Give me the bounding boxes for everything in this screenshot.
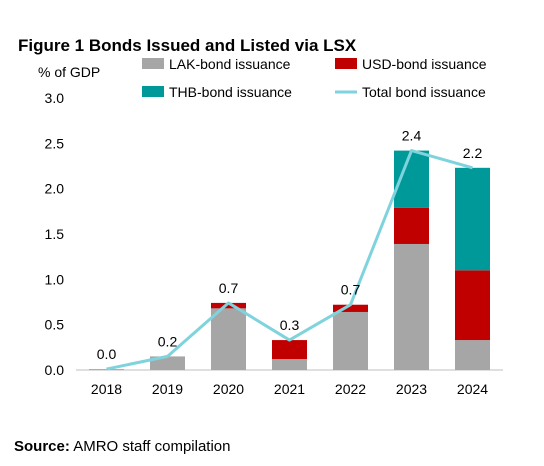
- bar-lak-2023: [394, 243, 429, 370]
- x-tick-label: 2019: [152, 381, 183, 397]
- data-label: 0.2: [158, 333, 178, 349]
- data-label: 2.2: [463, 145, 483, 161]
- x-tick-label: 2024: [457, 381, 488, 397]
- x-tick-label: 2021: [274, 381, 305, 397]
- data-label: 0.0: [97, 346, 117, 362]
- legend-swatch: [142, 86, 164, 97]
- data-label: 0.7: [219, 280, 239, 296]
- x-tick-label: 2022: [335, 381, 366, 397]
- legend-label: Total bond issuance: [362, 84, 486, 100]
- chart-title: Figure 1 Bonds Issued and Listed via LSX: [18, 36, 357, 55]
- y-tick-label: 3.0: [45, 90, 65, 106]
- chart: % of GDP LAK-bond issuance USD-bond issua…: [38, 56, 503, 397]
- y-tick-label: 0.5: [45, 317, 65, 333]
- x-tick-label: 2018: [91, 381, 122, 397]
- bar-thb-2024: [455, 167, 490, 271]
- source-text: AMRO staff compilation: [73, 438, 231, 455]
- x-tick-label: 2020: [213, 381, 244, 397]
- legend-swatch: [142, 58, 164, 69]
- bar-lak-2021: [272, 359, 307, 370]
- bar-lak-2022: [333, 311, 368, 370]
- bar-usd-2020: [211, 302, 246, 309]
- y-axis-label: % of GDP: [38, 64, 100, 80]
- data-label: 0.3: [280, 317, 300, 333]
- source-label: Source:: [14, 438, 70, 455]
- y-tick-label: 1.5: [45, 226, 65, 242]
- data-labels: 0.0 0.2 0.7 0.3 0.7 2.4 2.2: [97, 128, 483, 363]
- bar-lak-2020: [211, 308, 246, 370]
- bar-usd-2023: [394, 207, 429, 244]
- legend: LAK-bond issuance USD-bond issuance THB-bo…: [142, 56, 487, 100]
- total-bond-issuance-line: [106, 149, 473, 371]
- legend-label: THB-bond issuance: [169, 84, 292, 100]
- y-axis: 0.0 0.5 1.0 1.5 2.0 2.5 3.0: [45, 90, 503, 378]
- x-tick-label: 2023: [396, 381, 427, 397]
- data-label: 2.4: [402, 128, 422, 144]
- bar-lak-2024: [455, 340, 490, 370]
- bar-usd-2022: [333, 304, 368, 312]
- y-tick-label: 2.0: [45, 181, 65, 197]
- bar-lak-2019: [150, 356, 185, 370]
- bars: [89, 150, 490, 370]
- legend-swatch: [335, 58, 357, 69]
- bar-usd-2024: [455, 270, 490, 341]
- data-label: 0.7: [341, 282, 361, 298]
- y-tick-label: 2.5: [45, 135, 65, 151]
- bar-usd-2021: [272, 340, 307, 360]
- legend-label: USD-bond issuance: [362, 56, 487, 72]
- bar-lak-2018: [89, 369, 124, 370]
- source-note: Source: AMRO staff compilation: [14, 438, 230, 455]
- x-axis: 2018 2019 2020 2021 2022 2023 2024: [91, 381, 488, 397]
- y-tick-label: 0.0: [45, 362, 65, 378]
- total-line: [106, 149, 473, 371]
- y-tick-label: 1.0: [45, 271, 65, 287]
- legend-label: LAK-bond issuance: [169, 56, 291, 72]
